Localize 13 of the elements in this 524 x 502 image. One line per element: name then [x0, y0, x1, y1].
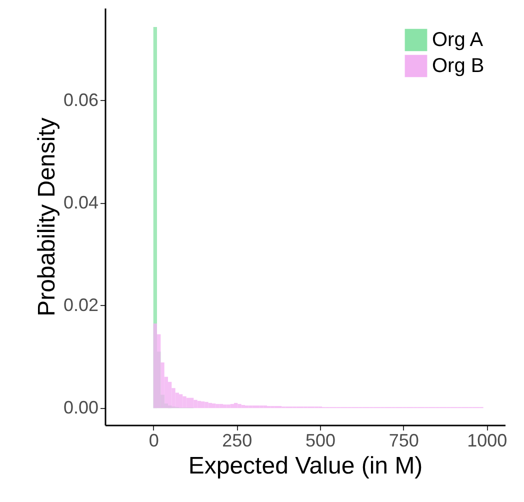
x-tick-label: 250: [222, 430, 252, 450]
legend-label: Org A: [432, 29, 484, 51]
x-axis-title: Expected Value (in M): [188, 452, 423, 480]
y-axis-title: Probability Density: [33, 118, 60, 316]
legend-label: Org B: [432, 55, 484, 77]
y-tick-label: 0.00: [63, 398, 98, 418]
y-tick-label: 0.06: [63, 90, 98, 110]
y-tick-label: 0.04: [63, 192, 98, 212]
y-tick-label: 0.02: [63, 294, 98, 315]
x-tick-label: 0: [148, 430, 159, 450]
x-tick-label: 500: [305, 430, 336, 450]
x-tick-label: 1000: [467, 430, 508, 450]
x-tick-label: 750: [388, 430, 419, 450]
